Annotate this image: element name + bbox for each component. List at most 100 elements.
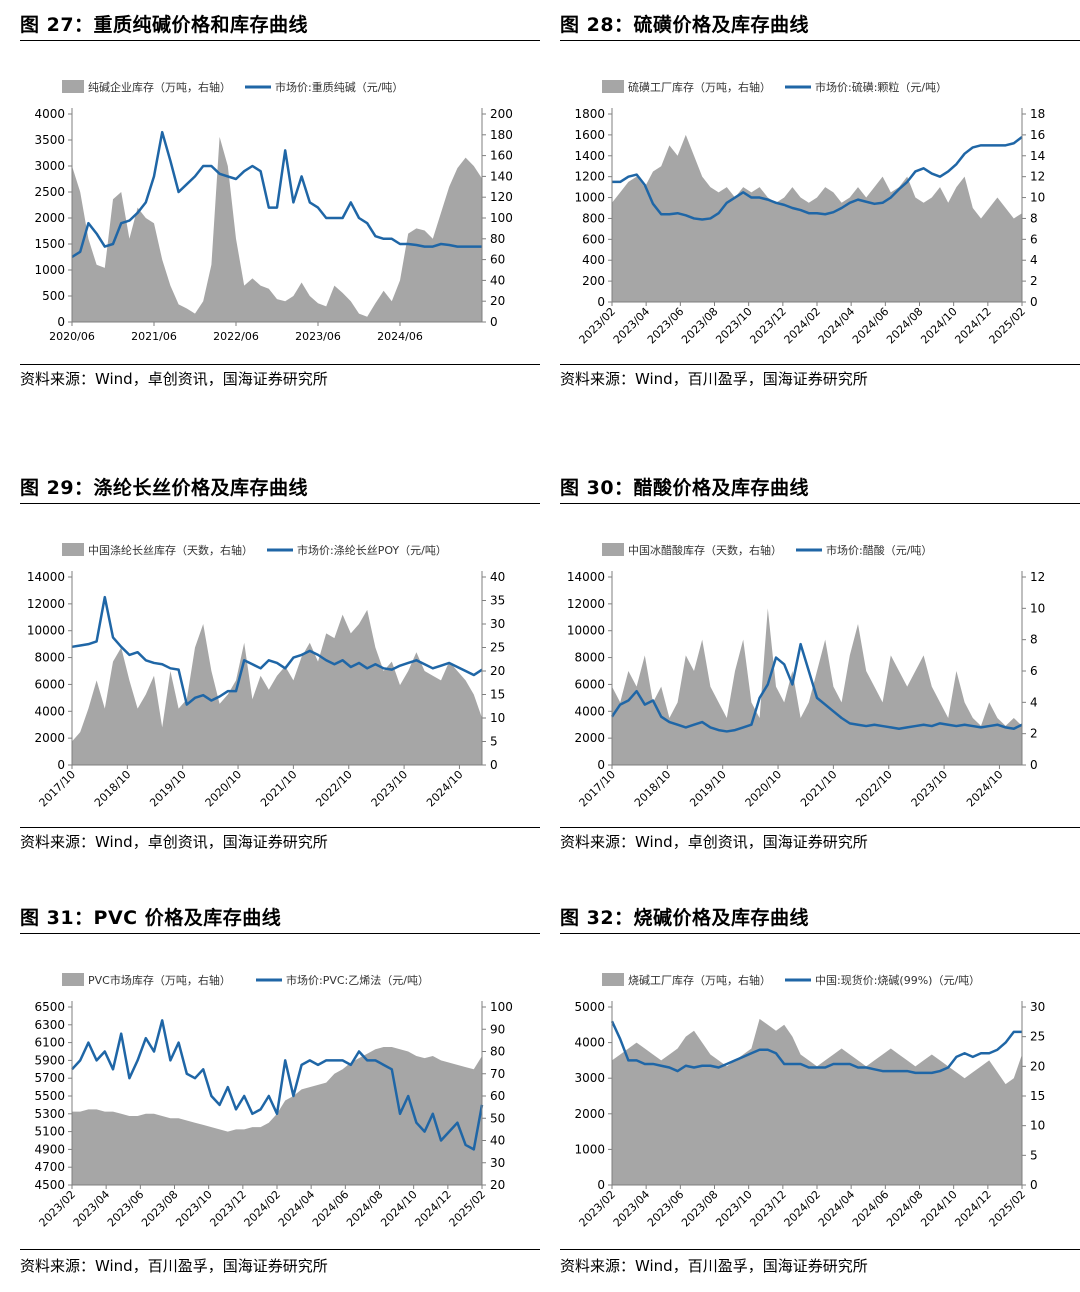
x-tick-label: 2023/06 <box>645 1188 687 1230</box>
left-tick-label: 6300 <box>34 1018 65 1032</box>
x-tick-label: 2021/10 <box>258 768 300 810</box>
left-tick-label: 200 <box>582 274 605 288</box>
right-tick-label: 12 <box>1030 570 1045 584</box>
right-tick-label: 200 <box>490 107 513 121</box>
right-tick-label: 20 <box>490 294 505 308</box>
inventory-area <box>612 608 1022 765</box>
x-tick-label: 2024/06 <box>850 305 892 347</box>
legend-area-label: 硫磺工厂库存（万吨，右轴） <box>628 80 771 94</box>
right-tick-label: 14 <box>1030 149 1045 163</box>
right-tick-label: 30 <box>1030 1000 1045 1014</box>
left-tick-label: 400 <box>582 253 605 267</box>
x-tick-label: 2024/10 <box>918 1188 960 1230</box>
x-tick-label: 2017/10 <box>577 768 619 810</box>
x-tick-label: 2023/04 <box>611 1188 653 1230</box>
x-tick-label: 2021/06 <box>131 330 177 343</box>
chart-area: 烧碱工厂库存（万吨，右轴） 中国:现货价:烧碱(99%)（元/吨）01000200… <box>574 973 1045 1230</box>
x-tick-label: 2023/06 <box>105 1188 147 1230</box>
left-tick-label: 2000 <box>34 731 65 745</box>
x-tick-label: 2024/06 <box>377 330 423 343</box>
left-tick-label: 1000 <box>34 263 65 277</box>
left-tick-label: 3000 <box>574 1071 605 1085</box>
source-rule <box>20 1249 540 1250</box>
x-tick-label: 2023/12 <box>747 305 789 347</box>
right-tick-label: 140 <box>490 169 513 183</box>
source-rule <box>560 364 1080 365</box>
x-tick-label: 2024/02 <box>782 1188 824 1230</box>
right-tick-label: 12 <box>1030 170 1045 184</box>
legend-area-label: 烧碱工厂库存（万吨，右轴） <box>628 973 771 987</box>
x-tick-label: 2023/10 <box>173 1188 215 1230</box>
x-tick-label: 2024/12 <box>952 1188 994 1230</box>
right-tick-label: 2 <box>1030 274 1038 288</box>
x-tick-label: 2021/10 <box>798 768 840 810</box>
x-tick-label: 2020/10 <box>743 768 785 810</box>
legend-area-swatch <box>602 973 624 986</box>
left-tick-label: 2000 <box>34 211 65 225</box>
price-line <box>71 130 482 259</box>
right-tick-label: 0 <box>1030 758 1038 772</box>
left-tick-label: 14000 <box>27 570 65 584</box>
left-tick-label: 4700 <box>34 1160 65 1174</box>
left-tick-label: 2500 <box>34 185 65 199</box>
right-tick-label: 8 <box>1030 633 1038 647</box>
x-tick-label: 2023/10 <box>909 768 951 810</box>
left-tick-label: 5100 <box>34 1125 65 1139</box>
right-tick-label: 80 <box>490 232 505 246</box>
right-tick-label: 0 <box>490 315 498 329</box>
source-rule <box>20 827 540 828</box>
legend-area-swatch <box>62 80 84 93</box>
right-tick-label: 15 <box>1030 1089 1045 1103</box>
left-tick-label: 800 <box>582 211 605 225</box>
left-tick-label: 5700 <box>34 1071 65 1085</box>
left-tick-label: 4000 <box>574 1036 605 1050</box>
source-rule <box>560 827 1080 828</box>
x-tick-label: 2024/04 <box>816 305 858 347</box>
source-note: 资料来源：Wind，卓创资讯，国海证券研究所 <box>560 833 868 851</box>
price-line <box>612 135 1023 221</box>
x-tick-label: 2023/02 <box>577 305 619 347</box>
right-tick-label: 40 <box>490 1134 505 1148</box>
right-tick-label: 10 <box>1030 1119 1045 1133</box>
x-tick-label: 2022/10 <box>853 768 895 810</box>
x-tick-label: 2023/08 <box>139 1188 181 1230</box>
right-tick-label: 20 <box>490 664 505 678</box>
legend-area-label: 纯碱企业库存（万吨，右轴） <box>88 80 231 94</box>
x-tick-label: 2019/10 <box>147 768 189 810</box>
legend-area-swatch <box>602 80 624 93</box>
legend-line-label: 市场价:醋酸（元/吨） <box>826 543 932 557</box>
left-tick-label: 12000 <box>27 597 65 611</box>
x-tick-label: 2024/06 <box>850 1188 892 1230</box>
left-tick-label: 12000 <box>567 597 605 611</box>
figure-title: 图 31：PVC 价格及库存曲线 <box>20 907 282 929</box>
right-tick-label: 100 <box>490 1000 513 1014</box>
right-tick-label: 10 <box>1030 601 1045 615</box>
x-tick-label: 2023/04 <box>71 1188 113 1230</box>
right-tick-label: 20 <box>490 1178 505 1192</box>
right-tick-label: 15 <box>490 688 505 702</box>
right-tick-label: 18 <box>1030 107 1045 121</box>
x-tick-label: 2024/10 <box>918 305 960 347</box>
left-tick-label: 4000 <box>574 704 605 718</box>
figure-title: 图 27：重质纯碱价格和库存曲线 <box>20 14 309 36</box>
right-tick-label: 2 <box>1030 727 1038 741</box>
x-tick-label: 2023/10 <box>713 1188 755 1230</box>
x-tick-label: 2024/04 <box>816 1188 858 1230</box>
right-tick-label: 0 <box>1030 295 1038 309</box>
title-rule <box>20 933 540 934</box>
left-tick-label: 5000 <box>574 1000 605 1014</box>
right-tick-label: 35 <box>490 594 505 608</box>
left-tick-label: 10000 <box>27 624 65 638</box>
x-tick-label: 2024/06 <box>310 1188 352 1230</box>
left-tick-label: 600 <box>582 232 605 246</box>
x-tick-label: 2018/10 <box>92 768 134 810</box>
left-tick-label: 0 <box>597 758 605 772</box>
source-note: 资料来源：Wind，卓创资讯，国海证券研究所 <box>20 833 328 851</box>
left-tick-label: 1600 <box>574 128 605 142</box>
source-note: 资料来源：Wind，百川盈孚，国海证券研究所 <box>20 1257 328 1275</box>
right-tick-label: 90 <box>490 1022 505 1036</box>
x-tick-label: 2024/02 <box>782 305 824 347</box>
chart-area: 硫磺工厂库存（万吨，右轴） 市场价:硫磺:颗粒（元/吨） 0 200 400 600 800… <box>574 80 1045 347</box>
right-tick-label: 70 <box>490 1067 505 1081</box>
legend-area-label: PVC市场库存（万吨，右轴） <box>88 973 231 987</box>
